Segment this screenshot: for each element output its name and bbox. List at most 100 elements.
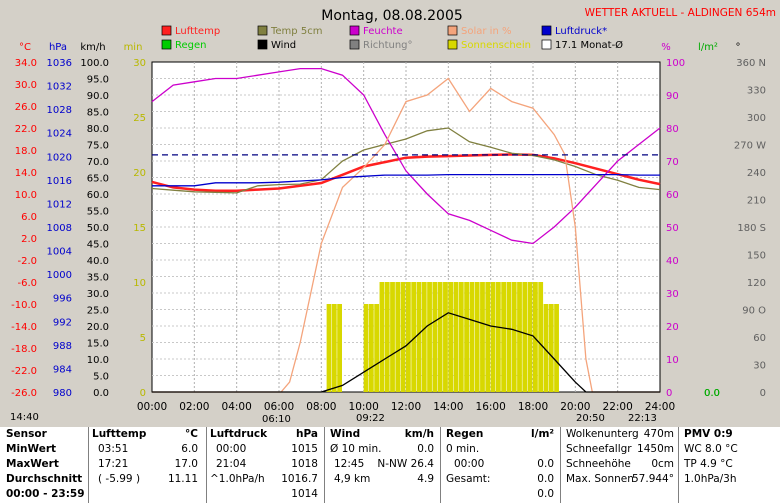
press-axis-tick-7: 1008 bbox=[47, 223, 72, 234]
press-axis-tick-5: 1016 bbox=[47, 176, 72, 187]
regen-total-label: Gesamt: bbox=[446, 473, 491, 485]
legend-swatch-5 bbox=[161, 39, 172, 50]
dir-axis-tick-6: 180 S bbox=[737, 223, 766, 234]
luftdruck-max-time: 21:04 bbox=[216, 458, 247, 470]
sunshine-bar bbox=[384, 282, 390, 392]
dir-axis-tick-11: 30 bbox=[753, 361, 766, 372]
sunshine-bar bbox=[453, 282, 459, 392]
temp-axis-tick-8: 2.0 bbox=[21, 234, 37, 245]
dew-point: TP 4.9 °C bbox=[684, 458, 733, 470]
x-tick-12: 24:00 bbox=[645, 401, 675, 413]
series-3 bbox=[152, 77, 660, 393]
unit-wind: km/h bbox=[80, 42, 105, 53]
wind-axis-tick-2: 90.0 bbox=[87, 91, 109, 102]
wind-axis-tick-7: 65.0 bbox=[87, 174, 109, 185]
wind-axis-tick-1: 95.0 bbox=[87, 75, 109, 86]
x-tick-3: 06:00 bbox=[264, 401, 294, 413]
sunshine-bar bbox=[406, 282, 411, 392]
luftdruck-extra: 1014 bbox=[291, 488, 318, 500]
rain-axis-tick: 0.0 bbox=[704, 388, 720, 399]
dir-axis-tick-12: 0 bbox=[760, 388, 766, 399]
sunshine-bar bbox=[390, 282, 395, 392]
press-axis-tick-11: 992 bbox=[53, 317, 72, 328]
current-time: 14:40 bbox=[10, 412, 39, 423]
regen-total-value: 0.0 bbox=[537, 473, 554, 485]
legend-label-9: 17.1 Monat-Ø bbox=[555, 39, 623, 51]
wind-header: Wind bbox=[330, 428, 361, 440]
pressure-trend: 1.0hPa/3h bbox=[684, 473, 737, 485]
lufttemp-column: Lufttemp °C 03:51 6.0 17:21 17.0 ( -5.99 ) 1… bbox=[92, 427, 202, 503]
min-axis-tick-6: 0 bbox=[140, 388, 146, 399]
lufttemp-avg-value: 11.11 bbox=[167, 473, 198, 485]
wind-axis-tick-5: 75.0 bbox=[87, 141, 109, 152]
sunshine-bar bbox=[432, 282, 438, 392]
temp-axis-tick-13: -18.0 bbox=[11, 344, 37, 355]
press-axis-tick-10: 996 bbox=[53, 294, 72, 305]
temp-axis-tick-15: -26.0 bbox=[11, 388, 37, 399]
legend-label-3: Solar in % bbox=[461, 26, 511, 37]
legend-label-7: Richtung° bbox=[363, 40, 413, 51]
summary-table: Sensor MinWert MaxWert Durchschnitt 00:0… bbox=[0, 427, 780, 503]
wind-axis-tick-10: 50.0 bbox=[87, 223, 109, 234]
temp-axis-tick-12: -14.0 bbox=[11, 322, 37, 333]
legend-swatch-2 bbox=[349, 25, 360, 36]
dir-axis-tick-9: 90 O bbox=[742, 306, 766, 317]
wind-avg-value: 0.0 bbox=[417, 443, 434, 455]
wind-axis-tick-3: 85.0 bbox=[87, 108, 109, 119]
dir-axis-tick-10: 60 bbox=[753, 333, 766, 344]
x-tick-10: 20:00 bbox=[560, 401, 590, 413]
x-tick-2: 04:00 bbox=[222, 401, 252, 413]
luftdruck-avg-value: 1016.7 bbox=[281, 473, 318, 485]
sunshine-bar bbox=[474, 282, 480, 392]
lufttemp-max-value: 17.0 bbox=[174, 458, 198, 470]
x-tick-11: 22:00 bbox=[603, 401, 633, 413]
x-tick-0: 00:00 bbox=[137, 401, 167, 413]
press-axis-tick-12: 988 bbox=[53, 341, 72, 352]
luftdruck-trend: ^1.0hPa/h bbox=[210, 473, 265, 485]
sunshine-bar bbox=[411, 282, 417, 392]
sunshine-bar bbox=[326, 304, 332, 392]
regen-column: Regen l/m² 0 min. 00:00 0.0 Gesamt: 0.0 0.0 bbox=[446, 427, 556, 503]
wind-axis-tick-17: 15.0 bbox=[87, 339, 109, 350]
luftdruck-header: Luftdruck bbox=[210, 428, 268, 440]
wind-mean-value: 4.9 bbox=[417, 473, 434, 485]
sunshine-bar bbox=[538, 282, 544, 392]
press-axis-tick-8: 1004 bbox=[47, 247, 72, 258]
series-2 bbox=[151, 67, 661, 245]
cloud-base-value: 470m bbox=[643, 428, 674, 440]
x-tick-1: 02:00 bbox=[179, 401, 209, 413]
pct-axis-tick-4: 60 bbox=[666, 190, 679, 201]
sunshine-bar bbox=[427, 282, 432, 392]
sunshine-bar bbox=[395, 282, 401, 392]
sunshine-bar bbox=[543, 304, 549, 392]
pct-axis-tick-5: 50 bbox=[666, 223, 679, 234]
sunshine-bar bbox=[495, 282, 501, 392]
x-tick-5: 10:00 bbox=[349, 401, 379, 413]
min-axis-tick-3: 15 bbox=[133, 223, 146, 234]
min-axis-tick-4: 10 bbox=[133, 278, 146, 289]
max-sun-label: Max. Sonnen bbox=[566, 473, 634, 485]
x-tick-8: 16:00 bbox=[476, 401, 506, 413]
wind-axis-tick-18: 10.0 bbox=[87, 355, 109, 366]
temp-axis-tick-11: -10.0 bbox=[11, 300, 37, 311]
wind-axis-tick-15: 25.0 bbox=[87, 306, 109, 317]
pct-axis-tick-3: 70 bbox=[666, 157, 679, 168]
wind-axis-tick-12: 40.0 bbox=[87, 256, 109, 267]
sunshine-bar bbox=[469, 282, 475, 392]
wind-axis-tick-0: 100.0 bbox=[80, 58, 109, 69]
legend-swatch-0 bbox=[161, 25, 172, 36]
temp-axis-tick-4: 18.0 bbox=[15, 146, 37, 157]
temp-axis-tick-3: 22.0 bbox=[15, 124, 37, 135]
wind-column: Wind km/h Ø 10 min. 0.0 12:45 N-NW 26.4 4,9… bbox=[330, 427, 436, 503]
unit-pct: % bbox=[661, 42, 671, 53]
sunshine-bar bbox=[400, 282, 406, 392]
legend-label-0: Lufttemp bbox=[175, 26, 220, 37]
sunshine-bar bbox=[374, 304, 380, 392]
press-axis-tick-0: 1036 bbox=[47, 58, 72, 69]
press-axis-tick-13: 984 bbox=[53, 364, 72, 375]
press-axis-tick-2: 1028 bbox=[47, 105, 72, 116]
sunshine-bar bbox=[522, 282, 528, 392]
snow-depth-value: 0cm bbox=[651, 458, 674, 470]
sunset-time: 20:50 bbox=[576, 413, 605, 424]
temp-axis-tick-6: 10.0 bbox=[15, 190, 37, 201]
